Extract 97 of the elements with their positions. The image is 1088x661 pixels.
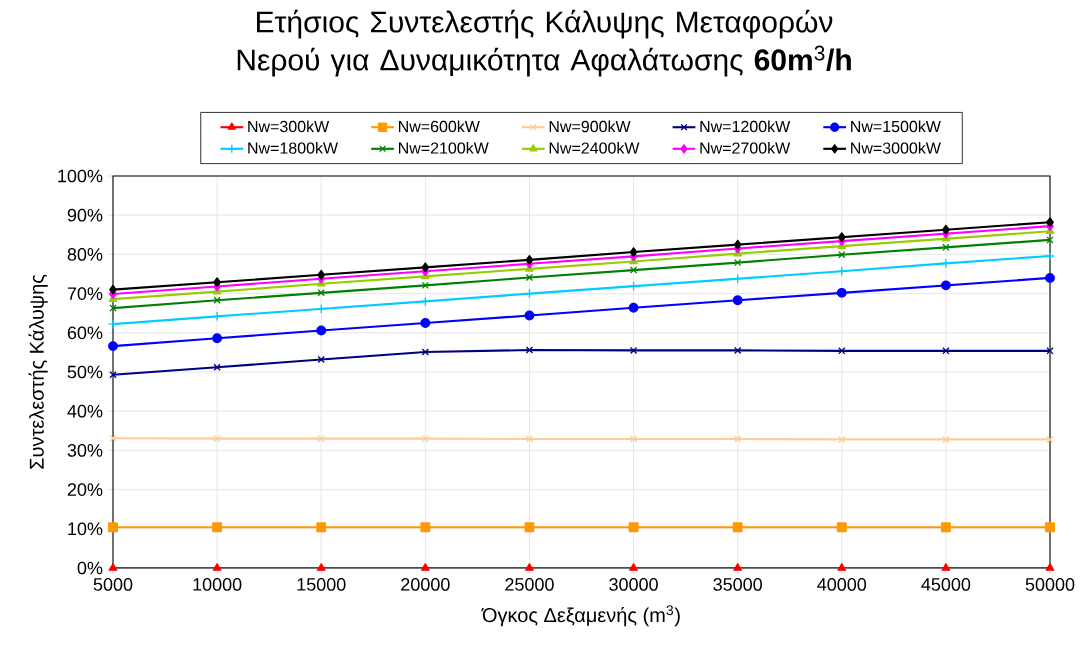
point bbox=[316, 325, 327, 336]
point bbox=[525, 346, 534, 354]
point bbox=[1045, 251, 1055, 261]
x-tick-label: 10000 bbox=[193, 578, 242, 591]
point bbox=[1046, 435, 1054, 444]
point bbox=[837, 563, 847, 571]
chart-title: Ετήσιος Συντελεστής Κάλυψης Μεταφορών Νερού για Δυναμικότητα Αφαλάτωσης 60m$^{3}$/h bbox=[237, 9, 851, 77]
point bbox=[109, 434, 117, 442]
point bbox=[317, 269, 326, 280]
x-tick-label: 5000 bbox=[93, 578, 133, 591]
point bbox=[1046, 217, 1054, 228]
point bbox=[316, 522, 327, 533]
point bbox=[629, 563, 638, 571]
legend-label: Nw=600kW bbox=[398, 120, 480, 133]
x-tick-label: 45000 bbox=[921, 578, 971, 591]
point bbox=[524, 310, 535, 321]
y-tick-label: 30% bbox=[67, 444, 103, 457]
point bbox=[316, 563, 326, 571]
point bbox=[1046, 236, 1054, 244]
x-tick-label: 40000 bbox=[817, 578, 867, 591]
point bbox=[212, 333, 223, 344]
point bbox=[213, 363, 221, 371]
y-tick-label: 60% bbox=[67, 326, 103, 340]
point bbox=[525, 435, 534, 443]
legend-label: Nw=900kW bbox=[549, 120, 631, 133]
point bbox=[940, 280, 951, 291]
point bbox=[629, 435, 638, 443]
point bbox=[942, 435, 950, 444]
x-tick-label: 35000 bbox=[713, 578, 762, 591]
y-tick-label: 50% bbox=[67, 365, 103, 379]
y-tick-label: 0% bbox=[77, 561, 103, 575]
y-tick-label: 90% bbox=[67, 208, 103, 222]
point bbox=[524, 522, 535, 533]
point bbox=[1046, 347, 1054, 355]
point bbox=[628, 302, 639, 313]
point bbox=[940, 522, 951, 533]
point bbox=[213, 296, 221, 304]
point bbox=[942, 243, 950, 252]
point bbox=[421, 262, 430, 273]
legend-label: Nw=1200kW bbox=[700, 120, 791, 133]
point bbox=[941, 563, 951, 571]
legend-label: Nw=2100kW bbox=[398, 142, 489, 154]
x-axis-title: Όγκος Δεξαμενής (m$^{3}$) bbox=[481, 605, 680, 627]
point bbox=[109, 371, 117, 379]
y-tick-label: 10% bbox=[68, 522, 103, 536]
point bbox=[837, 232, 846, 243]
point bbox=[1045, 522, 1055, 533]
point bbox=[421, 348, 430, 356]
legend-label: Nw=1800kW bbox=[248, 142, 339, 154]
point bbox=[213, 277, 221, 288]
y-tick-label: 20% bbox=[67, 483, 103, 496]
point bbox=[108, 341, 118, 352]
point bbox=[629, 247, 638, 257]
point bbox=[733, 563, 743, 571]
x-tick-label: 30000 bbox=[609, 578, 658, 591]
point bbox=[525, 254, 534, 265]
point bbox=[108, 563, 118, 571]
point bbox=[1045, 563, 1055, 571]
x-tick-label: 15000 bbox=[297, 578, 346, 591]
legend-label: Nw=2700kW bbox=[700, 142, 791, 154]
point bbox=[317, 434, 325, 443]
x-tick-label: 50000 bbox=[1025, 578, 1075, 591]
point bbox=[420, 318, 431, 328]
x-tick-label: 20000 bbox=[401, 578, 450, 591]
point bbox=[838, 435, 846, 444]
point bbox=[420, 563, 430, 571]
point bbox=[836, 522, 847, 533]
y-tick-label: 100% bbox=[58, 169, 103, 183]
y-axis-title: Συντελεστής Κάλυψης bbox=[28, 274, 48, 469]
point bbox=[317, 355, 325, 364]
point bbox=[525, 563, 534, 571]
legend-label: Nw=3000kW bbox=[851, 142, 941, 154]
y-tick-label: 70% bbox=[67, 287, 103, 300]
y-tick-label: 80% bbox=[67, 248, 103, 261]
y-tick-label: 40% bbox=[67, 404, 103, 418]
point bbox=[733, 239, 742, 250]
point bbox=[108, 522, 118, 533]
point bbox=[420, 522, 431, 533]
point bbox=[733, 346, 742, 355]
point bbox=[942, 224, 950, 235]
legend-label: Nw=2400kW bbox=[549, 142, 640, 154]
point bbox=[316, 303, 327, 314]
point bbox=[733, 435, 742, 443]
point bbox=[732, 295, 743, 306]
point bbox=[109, 304, 117, 312]
point bbox=[1045, 272, 1055, 283]
legend-label: Nw=1500kW bbox=[851, 120, 941, 133]
point bbox=[629, 266, 638, 274]
point bbox=[109, 284, 117, 295]
point bbox=[213, 434, 221, 443]
point bbox=[212, 563, 222, 571]
point bbox=[836, 287, 847, 298]
point bbox=[732, 522, 743, 533]
point bbox=[628, 522, 639, 533]
x-tick-label: 25000 bbox=[505, 578, 554, 591]
legend-label: Nw=300kW bbox=[248, 120, 330, 133]
point bbox=[212, 522, 223, 533]
